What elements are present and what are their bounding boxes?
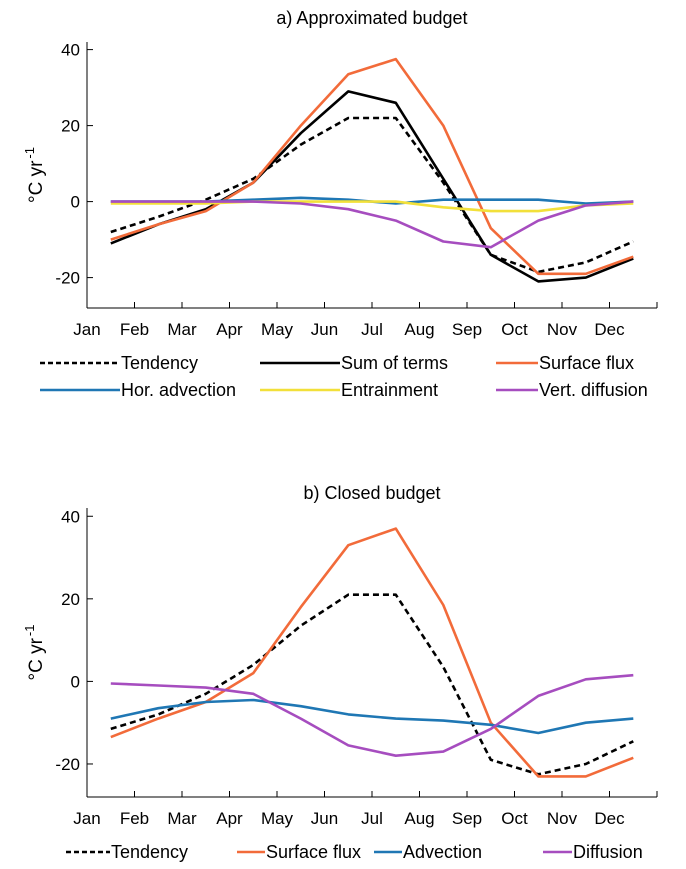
panel-a-approximated-budget: a) Approximated budget 40 20 0 -20 Jan Feb Mar A… bbox=[22, 8, 658, 400]
legend-label: Vert. diffusion bbox=[539, 380, 648, 400]
y-tick-label: 40 bbox=[61, 507, 80, 526]
x-tick-label: Mar bbox=[167, 809, 197, 828]
x-tick-label: Jun bbox=[311, 809, 338, 828]
series-line-tendency bbox=[110, 593, 634, 776]
x-tick-label: Sep bbox=[452, 809, 482, 828]
series-line-surface-flux bbox=[110, 57, 634, 276]
y-tick-label: 0 bbox=[71, 672, 80, 691]
x-tick-label: Jun bbox=[311, 320, 338, 339]
x-tick-label: Sep bbox=[452, 320, 482, 339]
x-tick-label: May bbox=[261, 320, 294, 339]
x-tick-label: Jul bbox=[361, 320, 383, 339]
legend-label: Surface flux bbox=[539, 353, 634, 373]
y-tick-label: 20 bbox=[61, 117, 80, 136]
x-tick-label: Feb bbox=[120, 809, 149, 828]
x-tick-label: Oct bbox=[501, 320, 528, 339]
x-tick-label: Jan bbox=[73, 809, 100, 828]
x-tick-label: Dec bbox=[594, 809, 625, 828]
y-axis-label: °C yr-1 bbox=[22, 625, 47, 681]
series-line-entrainment bbox=[110, 200, 634, 213]
series-line-tendency bbox=[110, 116, 634, 274]
legend-label: Diffusion bbox=[573, 842, 643, 862]
x-tick-label: Aug bbox=[404, 809, 434, 828]
chart-title: b) Closed budget bbox=[303, 483, 440, 503]
series-line-vert-diffusion bbox=[110, 200, 634, 249]
x-tick-label: Oct bbox=[501, 809, 528, 828]
series-line-sum-of-terms bbox=[110, 90, 634, 283]
x-tick-label: Nov bbox=[547, 320, 578, 339]
x-tick-label: Apr bbox=[216, 809, 243, 828]
legend-label: Tendency bbox=[121, 353, 198, 373]
x-tick-label: Dec bbox=[594, 320, 625, 339]
x-tick-label: Aug bbox=[404, 320, 434, 339]
x-tick-label: Jan bbox=[73, 320, 100, 339]
legend-label: Advection bbox=[403, 842, 482, 862]
series-line-surface-flux bbox=[110, 527, 634, 778]
chart-title: a) Approximated budget bbox=[276, 8, 467, 28]
x-tick-label: May bbox=[261, 809, 294, 828]
y-tick-label: 0 bbox=[71, 193, 80, 212]
x-tick-label: Nov bbox=[547, 809, 578, 828]
legend-label: Tendency bbox=[111, 842, 188, 862]
legend-label: Entrainment bbox=[341, 380, 438, 400]
x-tick-label: Feb bbox=[120, 320, 149, 339]
legend-label: Sum of terms bbox=[341, 353, 448, 373]
panel-b-closed-budget: b) Closed budget 40 20 0 -20 Jan Feb Mar Apr May J… bbox=[22, 483, 658, 862]
y-tick-label: -20 bbox=[55, 269, 80, 288]
y-axis-label: °C yr-1 bbox=[22, 147, 47, 203]
legend-label: Hor. advection bbox=[121, 380, 236, 400]
legend-label: Surface flux bbox=[266, 842, 361, 862]
x-tick-label: Mar bbox=[167, 320, 197, 339]
series-line-diffusion bbox=[110, 673, 634, 758]
y-tick-label: 20 bbox=[61, 590, 80, 609]
y-tick-label: -20 bbox=[55, 755, 80, 774]
series-line-advection bbox=[110, 698, 634, 735]
y-tick-label: 40 bbox=[61, 41, 80, 60]
x-tick-label: Apr bbox=[216, 320, 243, 339]
x-tick-label: Jul bbox=[361, 809, 383, 828]
